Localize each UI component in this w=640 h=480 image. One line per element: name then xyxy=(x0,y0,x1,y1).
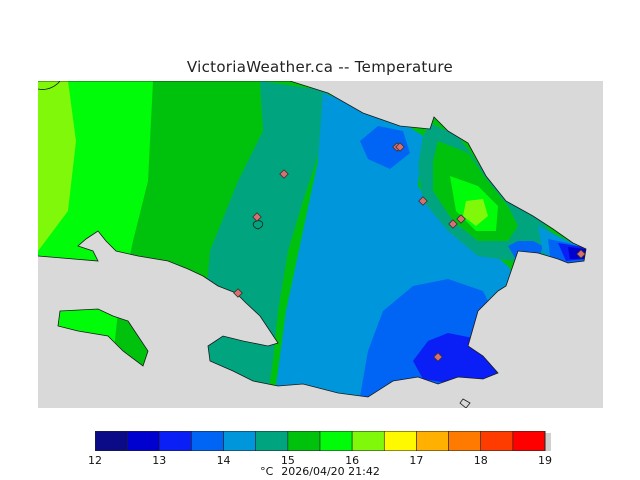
station-marker[interactable] xyxy=(279,169,289,179)
legend-swatch xyxy=(95,431,128,451)
legend-tick-label: 12 xyxy=(88,454,102,467)
temperature-map xyxy=(38,81,603,408)
coastline xyxy=(38,81,587,408)
legend-swatch xyxy=(512,431,546,451)
legend-tick-label: 16 xyxy=(345,454,360,467)
legend-swatch xyxy=(416,431,449,451)
legend-caption: °C 2026/04/20 21:42 xyxy=(0,465,640,478)
legend-swatch xyxy=(158,431,192,451)
legend-tick-label: 19 xyxy=(538,454,552,467)
legend-tick-label: 13 xyxy=(152,454,167,467)
station-marker[interactable] xyxy=(448,219,458,229)
legend-tick-label: 14 xyxy=(216,454,231,467)
legend-tick-label: 15 xyxy=(280,454,295,467)
station-marker[interactable] xyxy=(576,249,586,259)
weather-stations xyxy=(233,142,586,362)
timestamp: 2026/04/20 21:42 xyxy=(281,465,380,478)
legend-swatches xyxy=(95,431,551,451)
legend-shadow xyxy=(545,433,551,451)
legend-swatch xyxy=(126,431,160,451)
legend-swatch xyxy=(287,431,321,451)
station-marker[interactable] xyxy=(395,142,405,152)
station-marker[interactable] xyxy=(433,352,443,362)
legend-tick-label: 17 xyxy=(409,454,424,467)
legend-tick-label: 18 xyxy=(473,454,488,467)
legend-swatch xyxy=(191,431,224,451)
legend-swatch xyxy=(351,431,385,451)
legend-swatch xyxy=(319,431,353,451)
legend-swatch xyxy=(383,431,417,451)
legend-swatch xyxy=(255,431,289,451)
color-legend xyxy=(95,431,551,451)
station-marker[interactable] xyxy=(252,212,262,222)
station-marker[interactable] xyxy=(418,196,428,206)
map-title: VictoriaWeather.ca -- Temperature xyxy=(186,58,454,76)
station-marker[interactable] xyxy=(233,288,243,298)
legend-swatch xyxy=(223,431,257,451)
legend-swatch xyxy=(448,431,482,451)
legend-swatch xyxy=(480,431,514,451)
station-marker[interactable] xyxy=(456,214,466,224)
unit-label: °C xyxy=(260,465,274,478)
